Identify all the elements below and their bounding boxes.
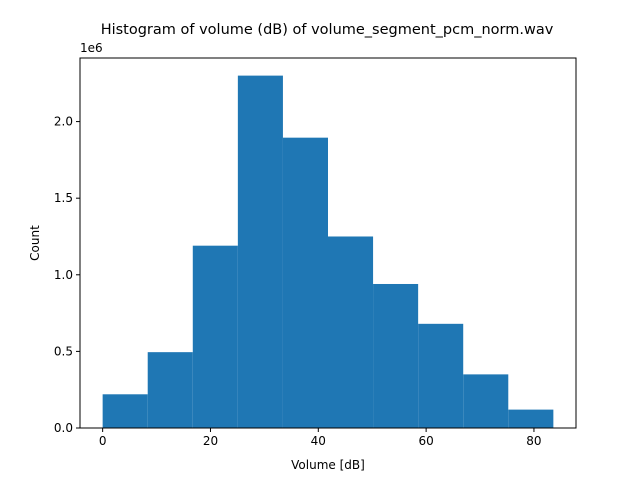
y-offset-label: 1e6 <box>80 41 103 55</box>
histogram-bars <box>102 75 554 428</box>
histogram-bar-8 <box>418 323 464 428</box>
histogram-bar-6 <box>328 236 374 428</box>
histogram-bar-9 <box>463 374 509 428</box>
x-tick-label: 60 <box>418 434 433 448</box>
chart-title: Histogram of volume (dB) of volume_segme… <box>101 22 554 38</box>
plot-frame <box>79 57 577 429</box>
y-tick-label: 0.0 <box>54 421 73 435</box>
histogram-bar-2 <box>147 352 193 428</box>
histogram-bar-10 <box>508 409 554 428</box>
x-tick-label: 40 <box>311 434 326 448</box>
x-tick-label: 80 <box>526 434 541 448</box>
x-tick-label: 0 <box>99 434 107 448</box>
y-tick-label: 1.0 <box>54 268 73 282</box>
x-axis-ticks: 0 20 40 60 80 <box>99 428 542 448</box>
y-tick-label: 2.0 <box>54 115 73 129</box>
x-axis-label: Volume [dB] <box>291 458 365 472</box>
histogram-bar-3 <box>192 245 238 428</box>
histogram-bar-4 <box>237 75 283 428</box>
x-tick-label: 20 <box>203 434 218 448</box>
histogram-bar-1 <box>102 394 148 428</box>
y-tick-label: 0.5 <box>54 344 73 358</box>
y-tick-label: 1.5 <box>54 191 73 205</box>
y-axis-label: Count <box>28 225 42 261</box>
histogram-bar-5 <box>282 137 328 428</box>
y-axis-ticks: 0.0 0.5 1.0 1.5 2.0 <box>54 115 80 435</box>
histogram-bar-7 <box>373 283 419 428</box>
